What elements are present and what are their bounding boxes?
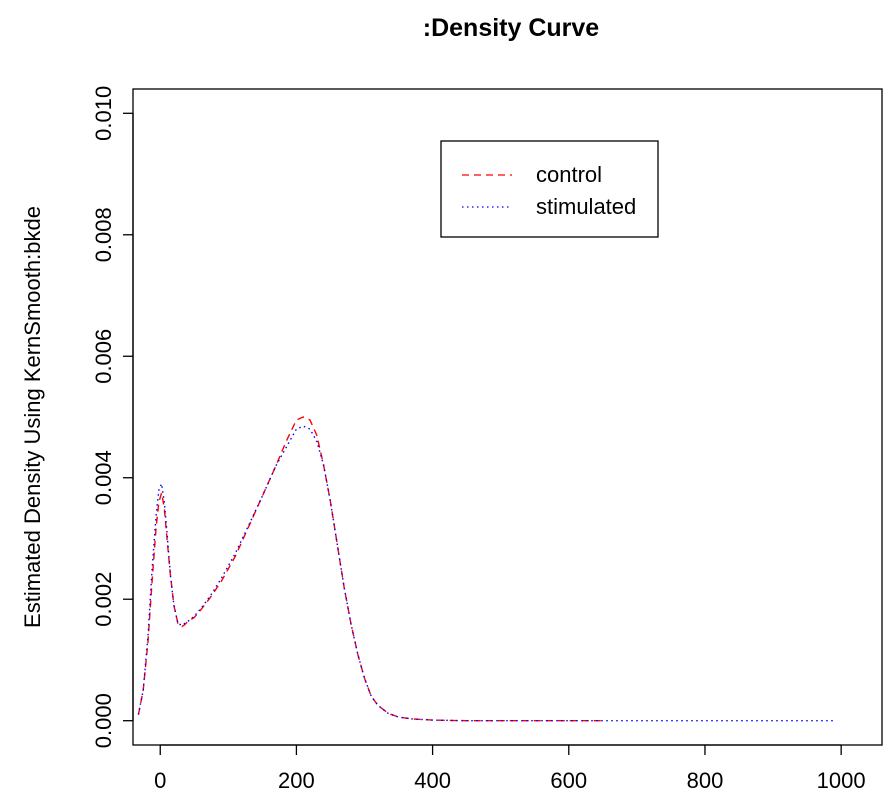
y-tick-label: 0.008 — [91, 207, 116, 262]
y-tick-label: 0.004 — [91, 450, 116, 505]
x-tick-label: 0 — [154, 768, 166, 793]
x-tick-label: 800 — [687, 768, 724, 793]
x-tick-label: 1000 — [817, 768, 866, 793]
x-tick-label: 400 — [414, 768, 451, 793]
series-line-control — [137, 416, 603, 722]
y-tick-label: 0.002 — [91, 572, 116, 627]
y-tick-label: 0.006 — [91, 329, 116, 384]
x-tick-label: 600 — [550, 768, 587, 793]
legend-label-control: control — [536, 162, 602, 187]
legend-box — [440, 140, 659, 238]
legend-label-stimulated: stimulated — [536, 194, 636, 219]
x-tick-label: 200 — [278, 768, 315, 793]
y-tick-label: 0.000 — [91, 693, 116, 748]
y-axis: 0.000 0.002 0.004 0.006 0.008 0.010 — [91, 86, 134, 748]
y-axis-label: Estimated Density Using KernSmooth:bkde — [20, 206, 45, 628]
legend: control stimulated — [440, 140, 659, 238]
y-tick-label: 0.010 — [91, 86, 116, 141]
series-line-stimulated — [137, 425, 835, 722]
series-layer — [137, 416, 835, 722]
x-axis: 0 200 400 600 800 1000 — [154, 744, 866, 793]
chart-title: :Density Curve — [423, 14, 600, 42]
